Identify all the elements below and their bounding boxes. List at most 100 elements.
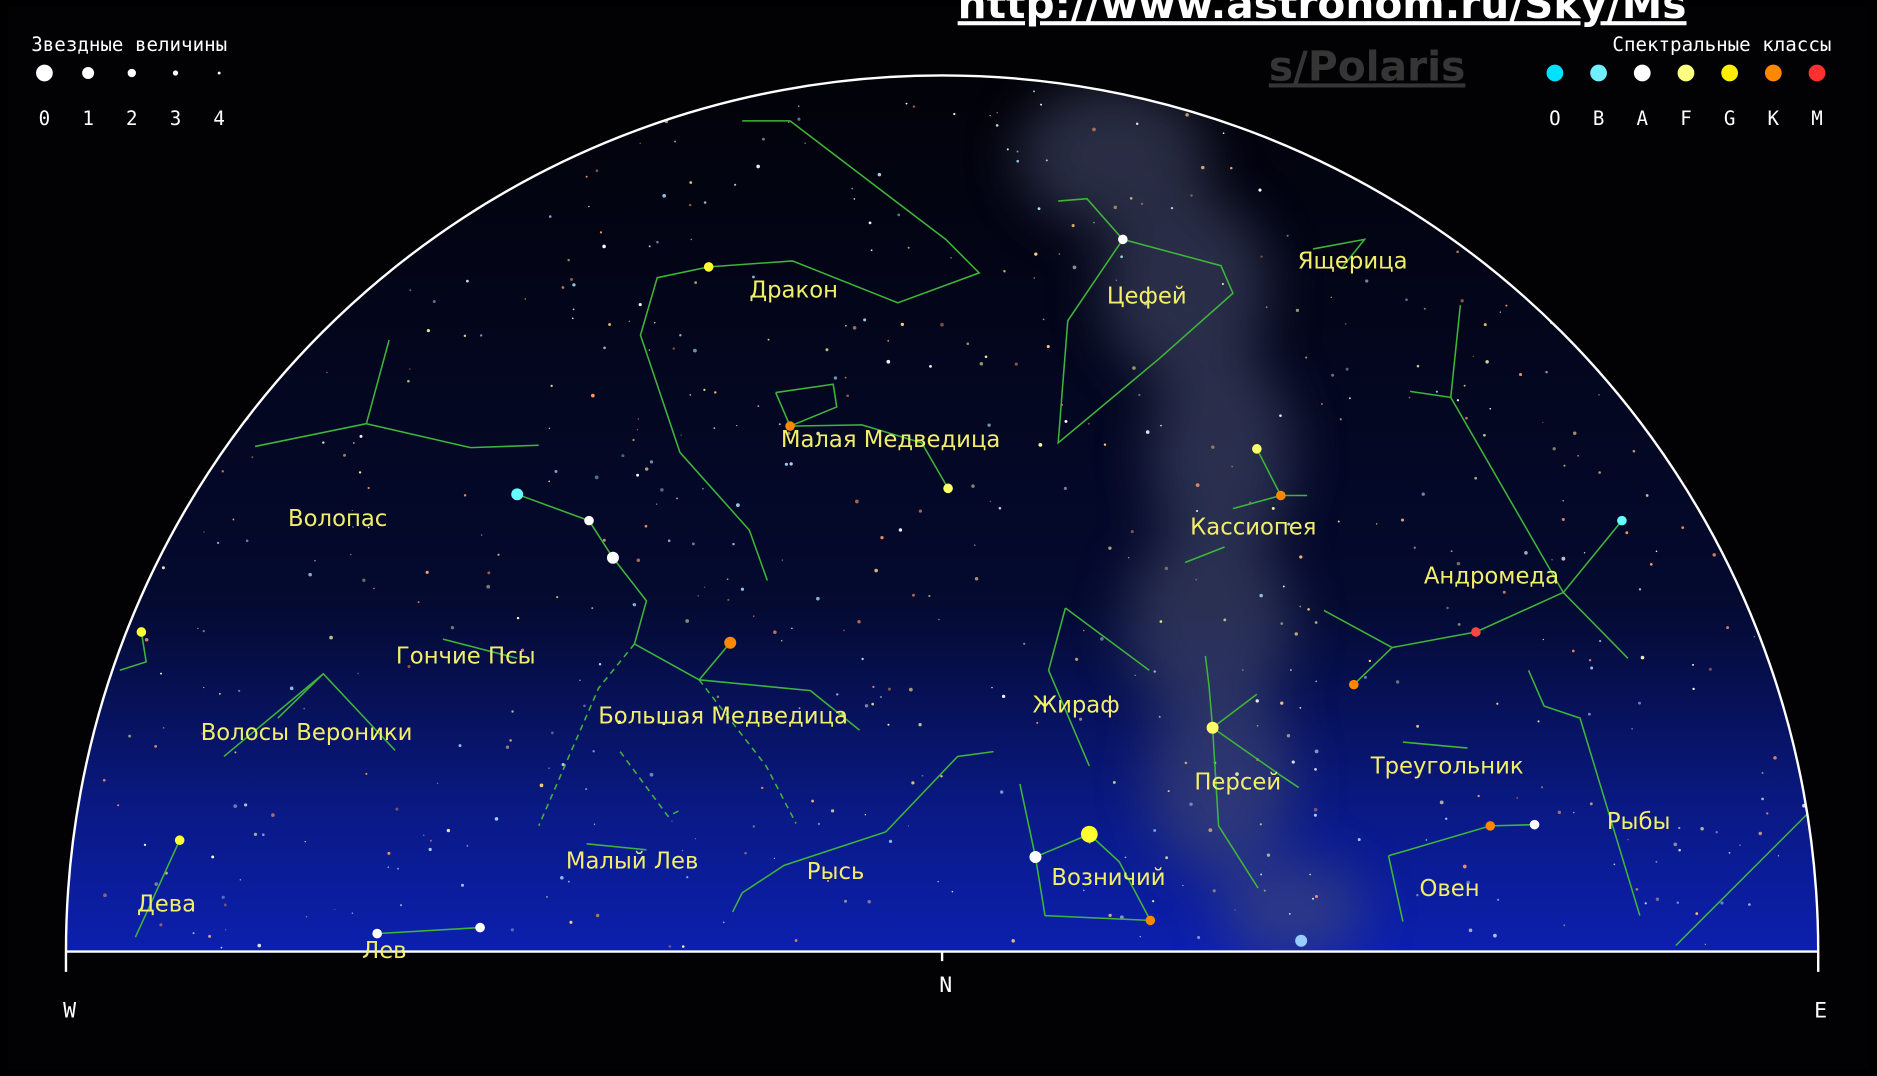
star [1119, 915, 1124, 920]
star [1542, 638, 1544, 641]
star [1023, 642, 1026, 645]
star [1562, 499, 1564, 502]
star [352, 526, 354, 528]
star [1195, 483, 1200, 487]
star [1108, 913, 1112, 918]
star [656, 503, 658, 505]
star [224, 928, 227, 931]
constellation-label: Волосы Вероники [201, 720, 413, 746]
magnitude-label: 4 [213, 107, 225, 130]
star [1456, 250, 1459, 254]
star [1728, 851, 1731, 854]
star [1777, 855, 1780, 857]
star [734, 183, 737, 186]
star [1627, 838, 1629, 841]
constellation-label: Рыбы [1607, 809, 1671, 835]
star [588, 205, 590, 208]
star [760, 786, 764, 790]
star [974, 576, 979, 581]
compass-west: W [63, 998, 76, 1023]
star [688, 203, 692, 207]
star [791, 627, 793, 630]
star [887, 687, 891, 691]
star [798, 707, 801, 710]
star [257, 943, 262, 948]
star [984, 355, 988, 359]
star [1145, 430, 1150, 434]
star [595, 169, 599, 173]
spectral-label: A [1637, 107, 1649, 130]
star [1505, 304, 1508, 307]
star [461, 883, 464, 887]
star [245, 539, 249, 543]
star [632, 603, 637, 607]
star [1613, 863, 1616, 866]
star [905, 102, 908, 105]
star [888, 839, 893, 844]
star [693, 348, 697, 353]
spectral-label: G [1724, 107, 1736, 130]
star [1368, 659, 1372, 663]
star [208, 934, 212, 938]
star [971, 484, 975, 488]
star [1320, 402, 1323, 405]
star [322, 441, 325, 444]
star [234, 751, 237, 754]
star [1208, 828, 1213, 833]
star [1766, 812, 1769, 815]
star [154, 882, 158, 886]
star [989, 114, 991, 117]
star [907, 246, 910, 249]
star [752, 825, 756, 828]
star [417, 601, 420, 604]
star [787, 431, 791, 436]
star [937, 880, 939, 883]
star [843, 899, 848, 903]
star [1477, 794, 1480, 798]
star [289, 686, 294, 691]
spectral-dot [1633, 64, 1651, 82]
star [1309, 873, 1312, 876]
star [590, 393, 595, 398]
star [308, 572, 312, 577]
star [1598, 394, 1600, 396]
star [397, 867, 399, 870]
star [1190, 194, 1193, 197]
star [486, 584, 491, 589]
star [1439, 800, 1444, 805]
star [703, 586, 706, 588]
star [1761, 797, 1764, 801]
star [1450, 550, 1453, 553]
star [569, 920, 573, 924]
star [539, 783, 544, 788]
star [1416, 724, 1420, 728]
star [1330, 296, 1333, 299]
star [1425, 839, 1428, 841]
star [1132, 366, 1136, 370]
star [1185, 113, 1189, 117]
star [752, 275, 755, 279]
star [846, 394, 850, 398]
star [852, 326, 857, 330]
star [921, 774, 924, 777]
star [1463, 384, 1466, 387]
star [1344, 322, 1347, 325]
star [1087, 422, 1090, 425]
star [548, 427, 551, 430]
star [1761, 771, 1764, 774]
star [1280, 622, 1284, 625]
star [426, 328, 430, 333]
star [929, 364, 932, 368]
star [950, 256, 952, 259]
star [870, 249, 873, 252]
star [1357, 838, 1361, 842]
star [428, 847, 432, 852]
star [874, 568, 878, 573]
star [1135, 122, 1139, 126]
magnitude-dot [82, 67, 95, 79]
star [1561, 517, 1565, 521]
star [1222, 132, 1225, 135]
star [367, 486, 370, 490]
star [953, 112, 956, 116]
star [479, 334, 483, 337]
